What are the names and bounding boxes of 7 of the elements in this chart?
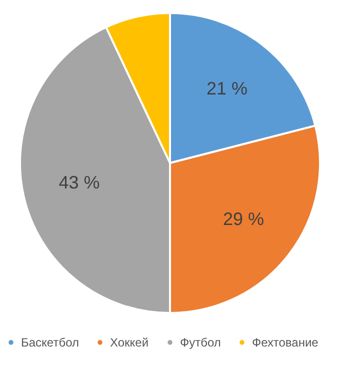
legend-label: Хоккей — [110, 335, 149, 350]
legend-label: Футбол — [180, 335, 221, 350]
legend-label: Фехтование — [252, 335, 319, 350]
data-label: 21 % — [206, 78, 248, 99]
legend-label: Баскетбол — [21, 335, 79, 350]
data-label: 29 % — [222, 209, 264, 229]
data-label: 43 % — [58, 172, 100, 192]
